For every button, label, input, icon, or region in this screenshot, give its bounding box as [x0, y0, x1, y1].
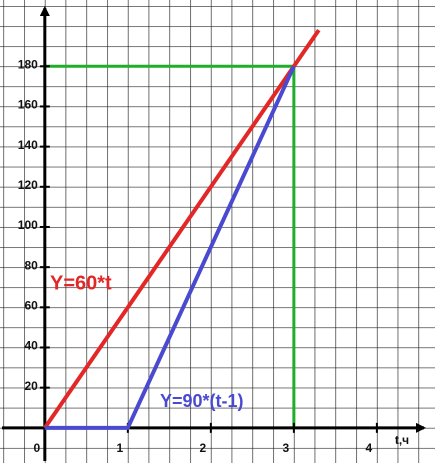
series-line — [44, 65, 296, 430]
y-tick-label: 100 — [18, 218, 38, 232]
y-tick-label: 80 — [24, 258, 38, 272]
x-axis-label: t,ч — [395, 433, 409, 447]
x-tick-label: 0 — [33, 441, 40, 455]
series-label: Y=60*t — [50, 272, 112, 294]
y-tick-label: 180 — [18, 57, 38, 71]
x-tick-label: 3 — [283, 441, 290, 455]
series-label: Y=90*(t-1) — [160, 391, 244, 411]
y-tick-label: 140 — [18, 138, 38, 152]
y-tick-label: 120 — [18, 178, 38, 192]
x-tick-label: 2 — [200, 441, 207, 455]
x-tick-label: 4 — [366, 441, 373, 455]
y-tick-label: 20 — [24, 379, 38, 393]
y-tick-label: 40 — [24, 339, 38, 353]
y-tick-label: 60 — [24, 298, 38, 312]
series-line — [43, 28, 321, 429]
x-tick-label: 1 — [116, 441, 123, 455]
y-tick-label: 160 — [18, 98, 38, 112]
